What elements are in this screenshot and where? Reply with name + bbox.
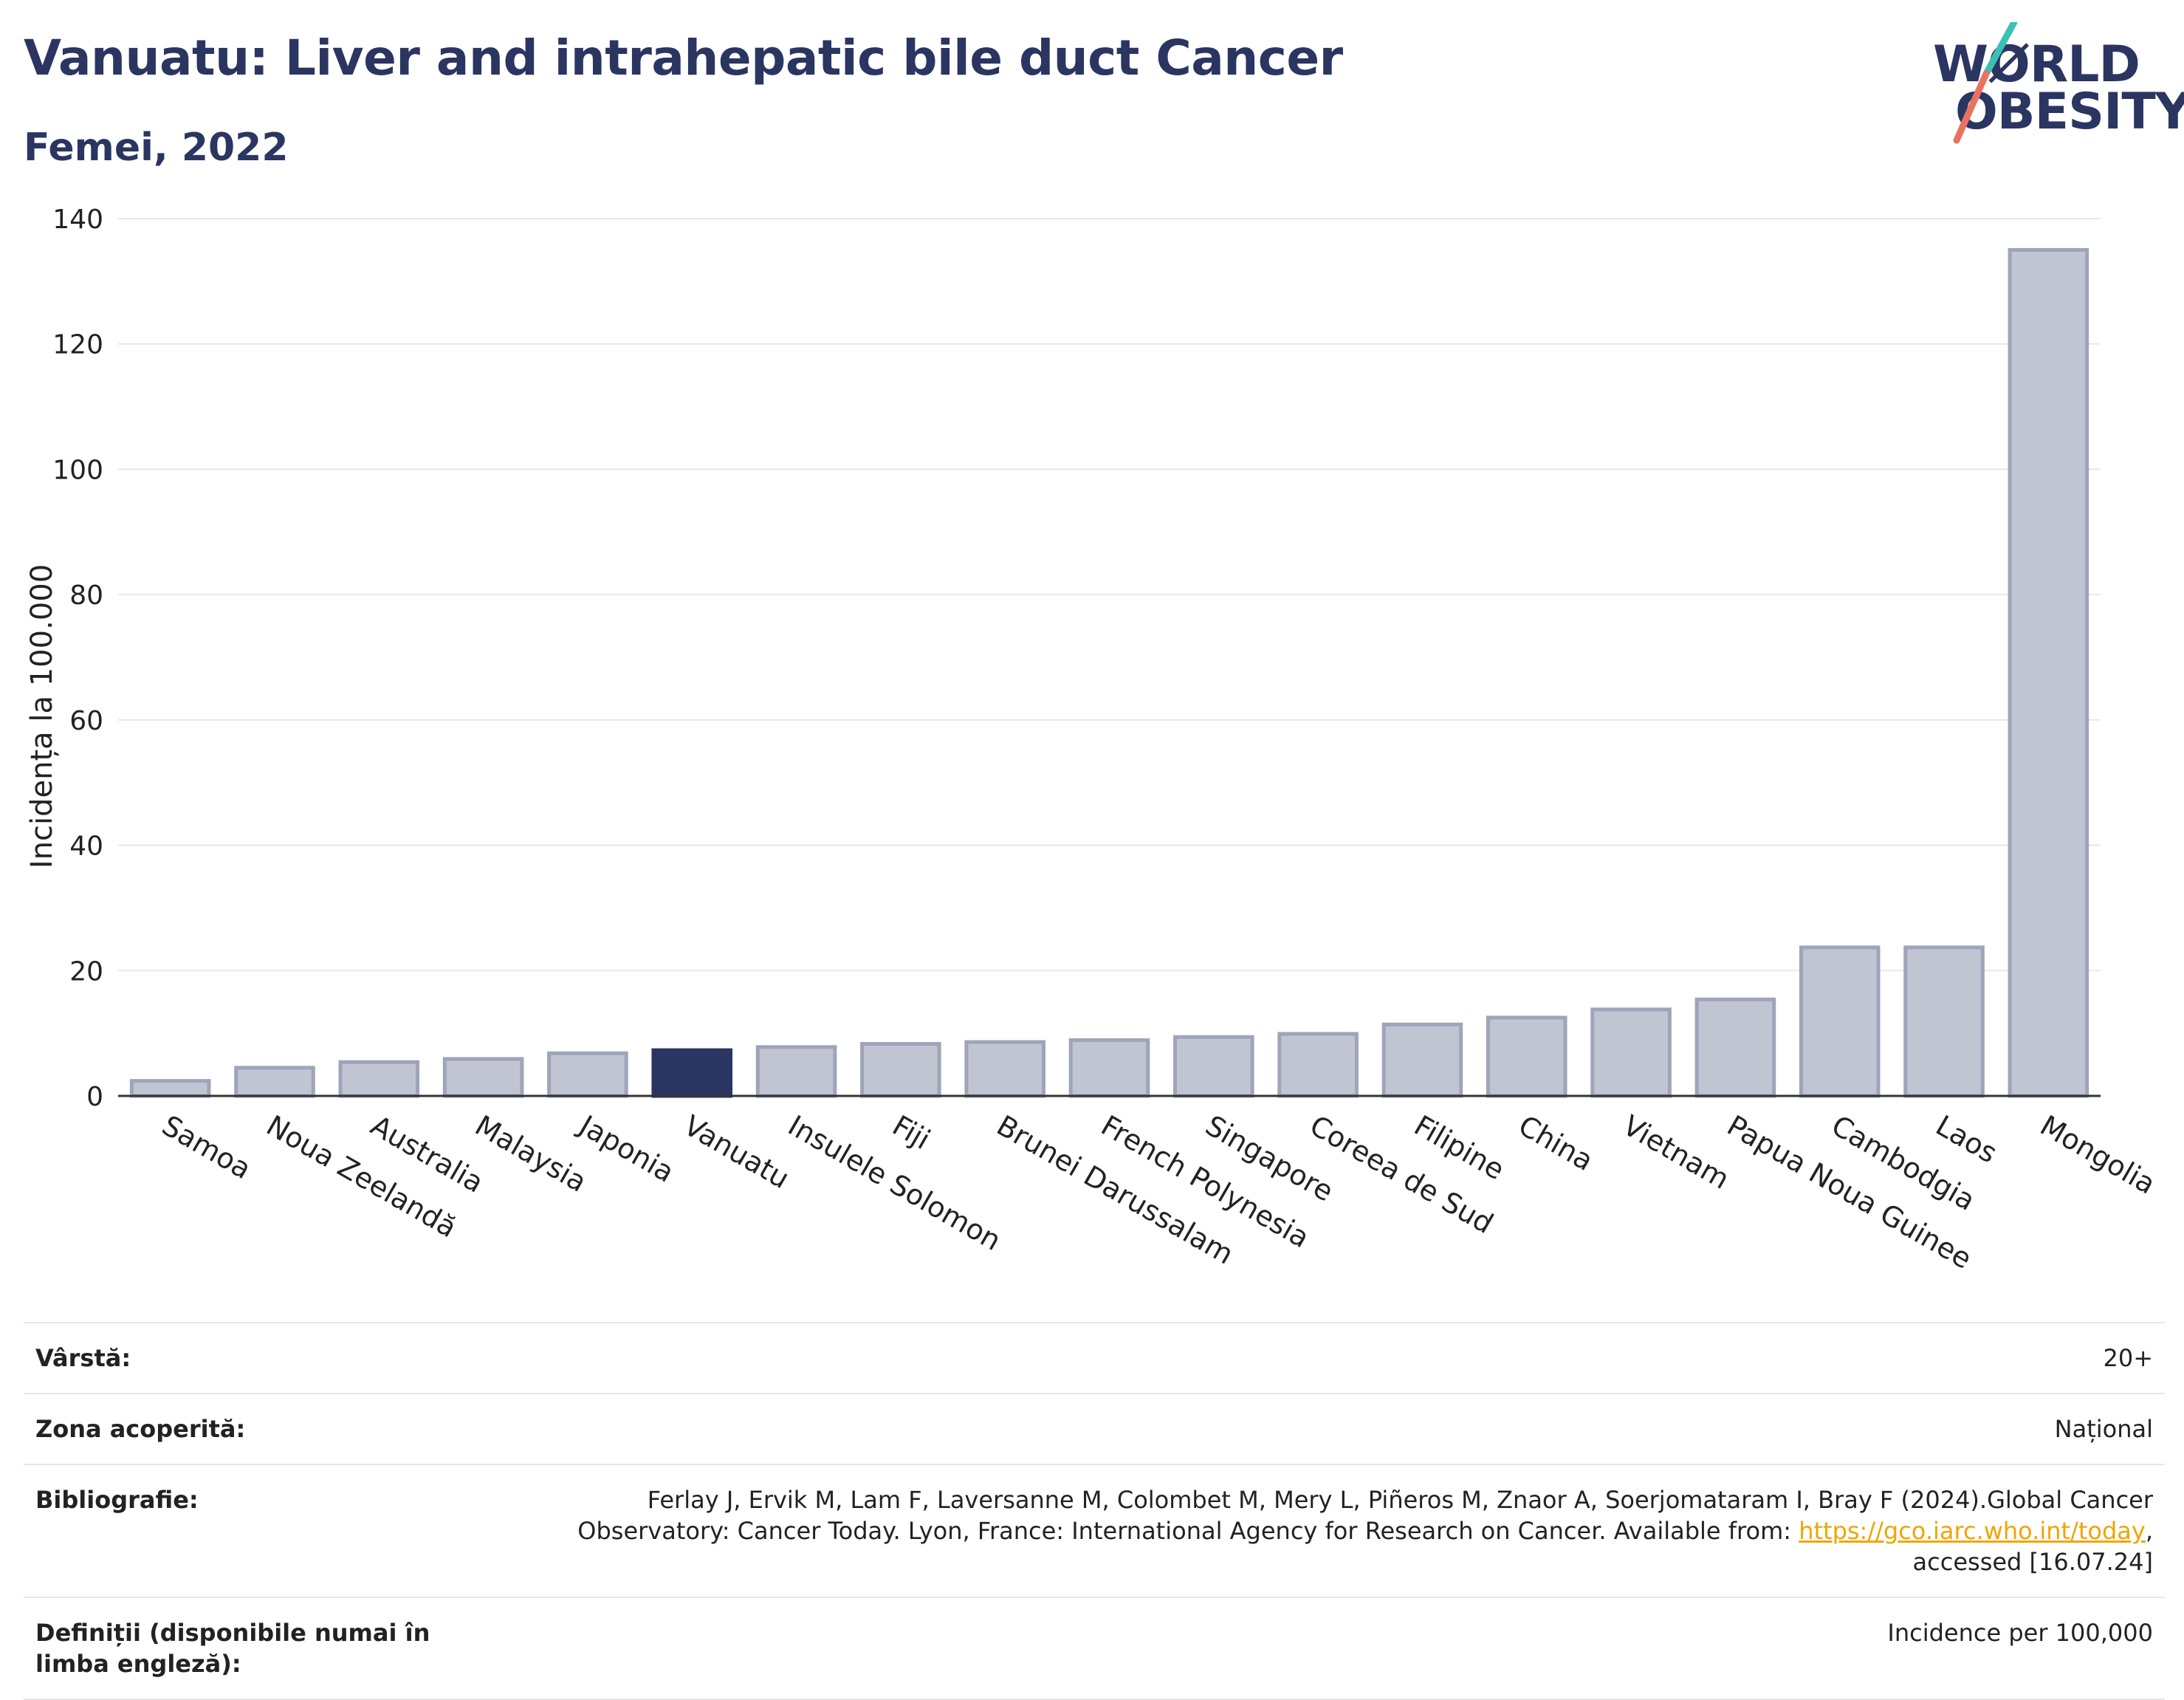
bar-japonia[interactable]	[547, 1051, 628, 1098]
bar-china[interactable]	[1486, 1015, 1567, 1098]
bar-samoa[interactable]	[129, 1079, 211, 1098]
bar-brunei-darussalam[interactable]	[964, 1040, 1045, 1098]
bar-fiji[interactable]	[860, 1042, 941, 1098]
x-tick-label: Malaysia	[470, 1109, 592, 1199]
meta-value-age: 20+	[2103, 1344, 2153, 1372]
meta-value-bibliography: Ferlay J, Ervik M, Lam F, Laversanne M, …	[529, 1484, 2153, 1577]
meta-label-bibliography: Bibliografie:	[35, 1486, 199, 1514]
meta-row-definitions: Definiții (disponibile numai în limba en…	[24, 1597, 2165, 1700]
x-tick-label: Vietnam	[1618, 1109, 1735, 1196]
y-tick-label: 60	[69, 706, 103, 736]
meta-label-definitions: Definiții (disponibile numai în limba en…	[35, 1619, 430, 1678]
bar-noua-zeeland-[interactable]	[234, 1066, 315, 1098]
bar-french-polynesia[interactable]	[1068, 1038, 1150, 1098]
meta-label-age: Vârstă:	[35, 1344, 131, 1372]
bar-malaysia[interactable]	[442, 1057, 524, 1098]
bar-cambodgia[interactable]	[1799, 945, 1881, 1098]
x-tick-label: Fiji	[887, 1109, 935, 1156]
chart-subtitle: Femei, 2022	[24, 126, 289, 170]
x-tick-label: Vanuatu	[679, 1109, 795, 1195]
x-tick-label: Coreea de Sud	[1305, 1109, 1499, 1240]
meta-value-definitions: Incidence per 100,000	[1887, 1619, 2153, 1647]
meta-value-coverage: Național	[2054, 1415, 2153, 1443]
world-obesity-logo: WØRLD OBESITY	[1920, 22, 2184, 162]
y-tick-label: 120	[52, 330, 103, 360]
x-axis-ticks: Samoa Noua ZeelandăAustraliaMalaysiaJapon…	[157, 1108, 2161, 1275]
x-tick-label: China	[1513, 1109, 1598, 1177]
logo-line-2: OBESITY	[1955, 83, 2184, 141]
bars	[129, 247, 2089, 1098]
logo-slash-icon	[1953, 22, 2018, 144]
bar-mongolia[interactable]	[2008, 247, 2089, 1098]
bar-vietnam[interactable]	[1590, 1007, 1672, 1098]
x-tick-label: Japonia	[573, 1108, 680, 1189]
meta-row-coverage: Zona acoperită: Național	[24, 1393, 2165, 1464]
grid-lines	[118, 218, 2101, 972]
bar-coreea-de-sud[interactable]	[1277, 1032, 1359, 1098]
meta-label-coverage: Zona acoperită:	[35, 1415, 246, 1443]
y-tick-label: 40	[69, 832, 103, 862]
chart-title: Vanuatu: Liver and intrahepatic bile duc…	[24, 30, 1343, 86]
bar-filipine[interactable]	[1381, 1022, 1463, 1098]
y-tick-label: 80	[69, 580, 103, 611]
x-tick-label: Samoa	[157, 1109, 256, 1186]
x-tick-label: Laos	[1931, 1109, 2003, 1170]
x-tick-label: Noua Zeelandă	[261, 1109, 461, 1244]
y-tick-label: 0	[86, 1082, 103, 1112]
bibliography-text: Ferlay J, Ervik M, Lam F, Laversanne M, …	[577, 1486, 2153, 1545]
metadata-table: Vârstă: 20+ Zona acoperită: Național Bib…	[24, 1322, 2165, 1700]
bibliography-link[interactable]: https://gco.iarc.who.int/today	[1799, 1517, 2146, 1545]
y-tick-label: 100	[52, 455, 103, 485]
meta-row-bibliography: Bibliografie: Ferlay J, Ervik M, Lam F, …	[24, 1464, 2165, 1597]
y-tick-label: 140	[52, 205, 103, 235]
bar-insulele-solomon[interactable]	[755, 1045, 837, 1098]
bar-laos[interactable]	[1903, 945, 1985, 1098]
bar-australia[interactable]	[338, 1060, 420, 1098]
y-axis-ticks: 0 20 40 60 80 100 120 140	[52, 205, 103, 1112]
x-tick-label: Mongolia	[2035, 1109, 2161, 1201]
bibliography-accessed: , accessed [16.07.24]	[1912, 1517, 2153, 1576]
bar-chart: 0 20 40 60 80 100 120 140 Samoa Noua ZeelandăAus…	[25, 205, 2161, 1275]
y-tick-label: 20	[69, 956, 103, 987]
logo-line-1: WØRLD	[1933, 35, 2140, 94]
bar-vanuatu[interactable]	[651, 1048, 733, 1098]
y-axis-label: Incidența la 100.000	[25, 564, 59, 868]
meta-row-age: Vârstă: 20+	[24, 1322, 2165, 1393]
bar-papua-noua-guinee[interactable]	[1694, 997, 1776, 1098]
bar-singapore[interactable]	[1173, 1035, 1254, 1098]
